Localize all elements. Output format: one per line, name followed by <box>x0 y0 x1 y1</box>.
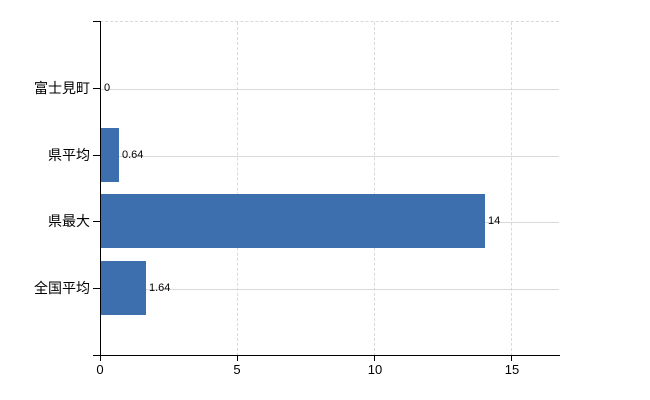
gridline-horizontal-row-0 <box>100 89 559 90</box>
y-axis-tick <box>93 155 100 156</box>
y-axis-tick-top <box>93 21 100 22</box>
y-axis-tick <box>93 288 100 289</box>
x-axis-line <box>93 355 560 356</box>
x-axis-tick <box>511 356 512 361</box>
category-label: 富士見町 <box>34 80 90 96</box>
bar-value-label: 0.64 <box>122 149 144 161</box>
gridline-horizontal-row-3 <box>100 289 559 290</box>
y-axis-tick <box>93 88 100 89</box>
x-tick-label: 0 <box>96 362 104 377</box>
y-axis-tick <box>93 221 100 222</box>
x-axis-tick <box>237 356 238 361</box>
bar-value-label: 1.64 <box>149 282 171 294</box>
plot-area <box>100 21 559 356</box>
gridline-vertical-5 <box>237 22 238 356</box>
x-tick-label: 10 <box>367 362 383 377</box>
x-tick-label: 15 <box>504 362 520 377</box>
category-label: 県最大 <box>48 213 90 229</box>
gridline-vertical-15 <box>511 22 512 356</box>
bar <box>101 261 146 315</box>
bar <box>101 128 119 182</box>
x-tick-label: 5 <box>233 362 241 377</box>
x-axis-tick <box>100 356 101 361</box>
bar <box>101 194 485 248</box>
bar-value-label: 14 <box>488 215 501 227</box>
x-axis-tick <box>374 356 375 361</box>
bar-value-label: 0 <box>104 82 111 94</box>
gridline-horizontal-row-1 <box>100 156 559 157</box>
y-axis-line <box>100 21 101 355</box>
category-label: 県平均 <box>48 147 90 163</box>
category-label: 全国平均 <box>34 280 90 296</box>
gridline-vertical-10 <box>374 22 375 356</box>
